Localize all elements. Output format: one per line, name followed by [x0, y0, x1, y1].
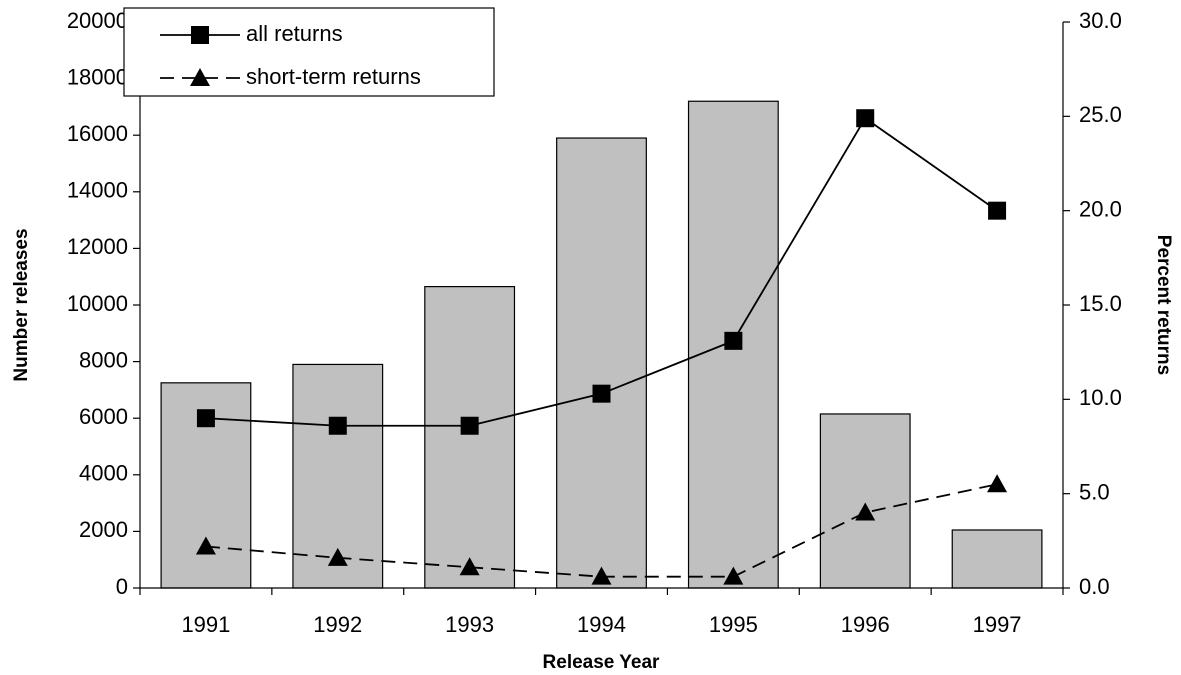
y-tick-label: 20000 — [67, 8, 128, 33]
line-marker — [988, 201, 1007, 220]
y-tick-label: 6000 — [79, 404, 128, 429]
bar — [556, 137, 647, 589]
x-axis-title: Release Year — [543, 652, 661, 673]
y2-axis-title: Percent returns — [1153, 235, 1174, 375]
y-tick-label: 14000 — [67, 178, 128, 203]
legend-box — [123, 7, 495, 97]
line-marker — [195, 536, 216, 555]
x-tick-label: 1995 — [709, 612, 758, 637]
legend-label: short-term returns — [246, 64, 421, 89]
line-marker — [460, 416, 479, 435]
line-marker — [459, 557, 480, 576]
y2-tick-label: 25.0 — [1079, 102, 1122, 127]
y2-tick-label: 0.0 — [1079, 574, 1110, 599]
line-marker — [592, 384, 611, 403]
y2-tick-label: 20.0 — [1079, 196, 1122, 221]
bar — [951, 529, 1043, 589]
x-tick-label: 1997 — [973, 612, 1022, 637]
line-marker — [724, 331, 743, 350]
line-marker — [855, 502, 876, 521]
x-tick-label: 1993 — [445, 612, 494, 637]
line-marker — [856, 109, 875, 128]
x-tick-label: 1992 — [313, 612, 362, 637]
line-marker — [196, 409, 215, 428]
y-tick-label: 16000 — [67, 121, 128, 146]
bar — [424, 286, 516, 589]
x-tick-label: 1996 — [841, 612, 890, 637]
legend-marker — [191, 26, 209, 44]
legend-marker — [190, 68, 210, 86]
y2-tick-label: 5.0 — [1079, 479, 1110, 504]
y2-tick-label: 15.0 — [1079, 291, 1122, 316]
y-tick-label: 0 — [116, 574, 128, 599]
line-marker — [327, 547, 348, 566]
y2-tick-label: 30.0 — [1079, 8, 1122, 33]
y-axis-title: Number releases — [11, 228, 32, 381]
line-marker — [328, 416, 347, 435]
x-tick-label: 1994 — [577, 612, 626, 637]
line-marker — [591, 566, 612, 585]
bar — [819, 413, 911, 589]
y-tick-label: 8000 — [79, 347, 128, 372]
x-tick-label: 1991 — [181, 612, 230, 637]
y2-tick-label: 10.0 — [1079, 385, 1122, 410]
legend-label: all returns — [246, 21, 343, 46]
y-tick-label: 12000 — [67, 234, 128, 259]
line-marker — [987, 474, 1008, 493]
y-tick-label: 4000 — [79, 461, 128, 486]
y-tick-label: 10000 — [67, 291, 128, 316]
y-tick-label: 18000 — [67, 64, 128, 89]
line-marker — [723, 566, 744, 585]
y-tick-label: 2000 — [79, 517, 128, 542]
